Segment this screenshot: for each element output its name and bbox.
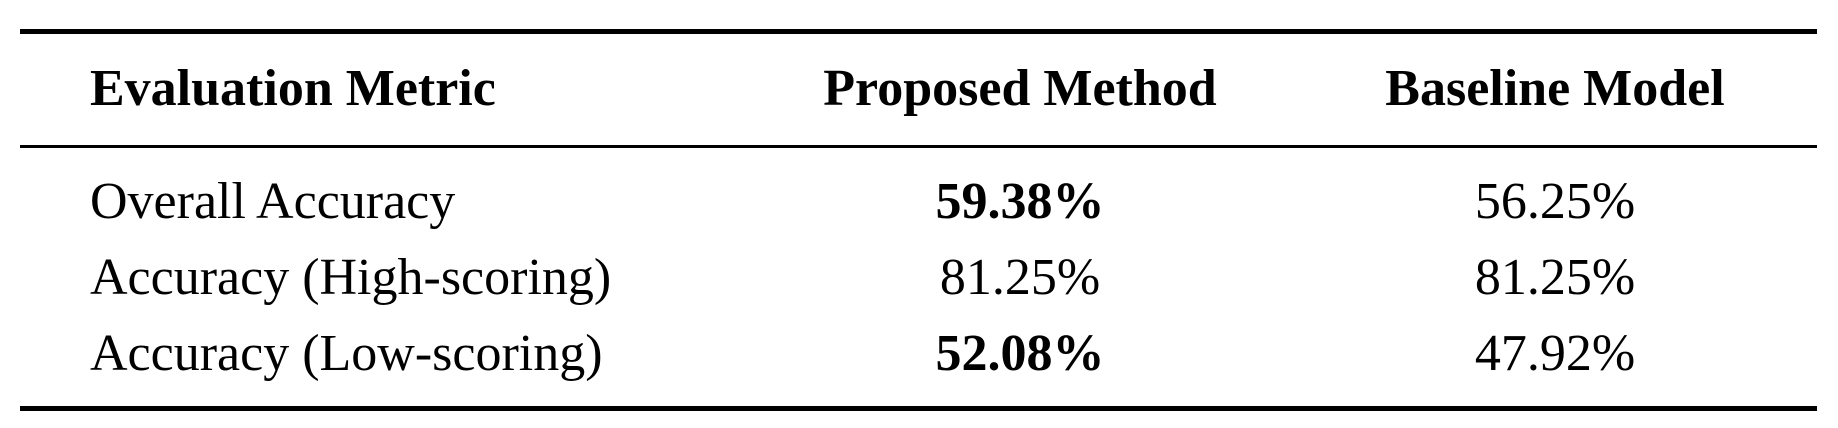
top-rule bbox=[20, 29, 1817, 34]
bottom-rule bbox=[20, 406, 1817, 411]
metric-label: Overall Accuracy bbox=[90, 173, 456, 230]
baseline-value: 47.92% bbox=[1474, 325, 1636, 382]
header-proposed-method: Proposed Method bbox=[823, 60, 1217, 117]
header-rule bbox=[20, 145, 1817, 148]
proposed-value: 81.25% bbox=[939, 249, 1101, 306]
metric-label: Accuracy (High-scoring) bbox=[90, 249, 612, 306]
header-baseline-model: Baseline Model bbox=[1385, 60, 1725, 117]
metric-label: Accuracy (Low-scoring) bbox=[90, 325, 603, 382]
baseline-value: 81.25% bbox=[1474, 249, 1636, 306]
proposed-value: 52.08% bbox=[935, 325, 1105, 382]
proposed-value: 59.38% bbox=[935, 173, 1105, 230]
baseline-value: 56.25% bbox=[1474, 173, 1636, 230]
header-evaluation-metric: Evaluation Metric bbox=[90, 60, 496, 117]
